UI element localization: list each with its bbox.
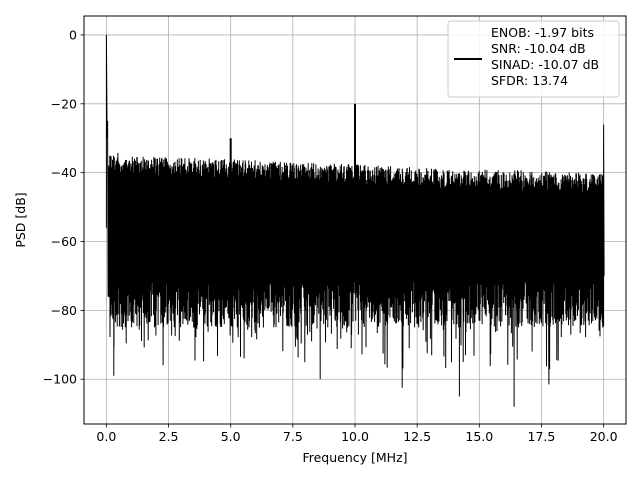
x-tick-label: 5.0 [221, 429, 241, 444]
x-tick-label: 0.0 [96, 429, 116, 444]
x-tick-label: 10.0 [341, 429, 369, 444]
legend-label: ENOB: -1.97 bits [491, 25, 594, 40]
legend-label: SFDR: 13.74 [491, 73, 568, 88]
psd-trace-line [105, 34, 605, 407]
x-tick-label: 7.5 [283, 429, 303, 444]
y-tick-label: 0 [69, 27, 77, 42]
x-axis-title: Frequency [MHz] [302, 450, 407, 465]
y-tick-label: −20 [51, 96, 77, 111]
x-tick-label: 20.0 [590, 429, 618, 444]
x-tick-label: 17.5 [528, 429, 556, 444]
legend-label: SNR: -10.04 dB [491, 41, 586, 56]
x-tick-label: 2.5 [159, 429, 179, 444]
x-tick-label: 15.0 [465, 429, 493, 444]
x-tick-label: 12.5 [403, 429, 431, 444]
legend-label: SINAD: -10.07 dB [491, 57, 599, 72]
legend-box [447, 20, 620, 98]
y-tick-label: −80 [51, 303, 77, 318]
y-tick-label: −60 [51, 234, 77, 249]
y-tick-label: −40 [51, 165, 77, 180]
y-axis-title: PSD [dB] [13, 192, 28, 247]
y-tick-label: −100 [43, 372, 77, 387]
plot-area [105, 34, 605, 407]
axis-ticks: 0.0 2.5 5.0 7.5 10.0 12.5 15.0 17.5 20.0 0 −20 −40 −… [43, 27, 618, 444]
